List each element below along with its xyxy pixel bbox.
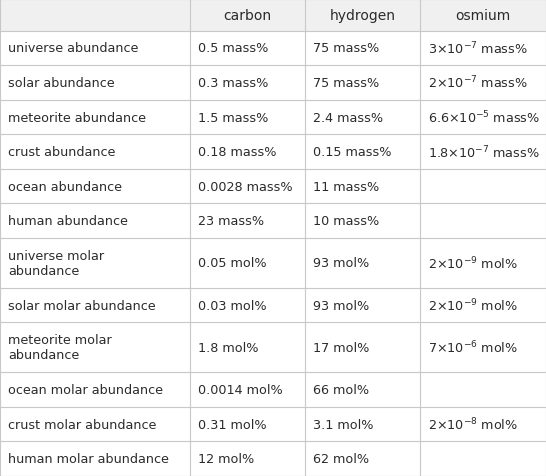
Text: human abundance: human abundance <box>8 215 128 228</box>
Text: 62 mol%: 62 mol% <box>313 452 369 465</box>
Text: 23 mass%: 23 mass% <box>198 215 264 228</box>
Text: 0.3 mass%: 0.3 mass% <box>198 77 269 90</box>
Text: 12 mol%: 12 mol% <box>198 452 254 465</box>
Text: universe molar
abundance: universe molar abundance <box>8 249 104 278</box>
Text: 1.5 mass%: 1.5 mass% <box>198 111 269 124</box>
Text: 3×10$^{-7}$ mass%: 3×10$^{-7}$ mass% <box>428 40 528 57</box>
Text: human molar abundance: human molar abundance <box>8 452 169 465</box>
Text: solar abundance: solar abundance <box>8 77 115 90</box>
Text: 0.18 mass%: 0.18 mass% <box>198 146 276 159</box>
Text: meteorite molar
abundance: meteorite molar abundance <box>8 334 112 362</box>
Text: 11 mass%: 11 mass% <box>313 180 379 193</box>
Text: 3.1 mol%: 3.1 mol% <box>313 418 373 431</box>
Text: 93 mol%: 93 mol% <box>313 257 369 270</box>
Text: solar molar abundance: solar molar abundance <box>8 299 156 312</box>
Text: 0.0028 mass%: 0.0028 mass% <box>198 180 293 193</box>
Bar <box>0 0 546 31</box>
Text: 6.6×10$^{-5}$ mass%: 6.6×10$^{-5}$ mass% <box>428 109 540 126</box>
Text: ocean molar abundance: ocean molar abundance <box>8 383 163 397</box>
Text: universe abundance: universe abundance <box>8 42 138 55</box>
Text: 17 mol%: 17 mol% <box>313 341 370 354</box>
Text: 10 mass%: 10 mass% <box>313 215 379 228</box>
Text: crust abundance: crust abundance <box>8 146 115 159</box>
Text: 0.0014 mol%: 0.0014 mol% <box>198 383 283 397</box>
Text: 75 mass%: 75 mass% <box>313 77 379 90</box>
Text: 93 mol%: 93 mol% <box>313 299 369 312</box>
Text: 2.4 mass%: 2.4 mass% <box>313 111 383 124</box>
Text: ocean abundance: ocean abundance <box>8 180 122 193</box>
Text: 0.05 mol%: 0.05 mol% <box>198 257 266 270</box>
Text: crust molar abundance: crust molar abundance <box>8 418 156 431</box>
Text: 2×10$^{-9}$ mol%: 2×10$^{-9}$ mol% <box>428 297 518 314</box>
Text: 75 mass%: 75 mass% <box>313 42 379 55</box>
Text: osmium: osmium <box>455 9 511 23</box>
Text: carbon: carbon <box>223 9 271 23</box>
Text: 0.5 mass%: 0.5 mass% <box>198 42 269 55</box>
Text: 1.8 mol%: 1.8 mol% <box>198 341 258 354</box>
Text: 2×10$^{-9}$ mol%: 2×10$^{-9}$ mol% <box>428 255 518 272</box>
Text: 1.8×10$^{-7}$ mass%: 1.8×10$^{-7}$ mass% <box>428 144 539 160</box>
Text: 7×10$^{-6}$ mol%: 7×10$^{-6}$ mol% <box>428 339 518 356</box>
Text: 66 mol%: 66 mol% <box>313 383 369 397</box>
Text: 0.31 mol%: 0.31 mol% <box>198 418 266 431</box>
Text: hydrogen: hydrogen <box>329 9 395 23</box>
Text: 0.15 mass%: 0.15 mass% <box>313 146 391 159</box>
Text: meteorite abundance: meteorite abundance <box>8 111 146 124</box>
Text: 0.03 mol%: 0.03 mol% <box>198 299 266 312</box>
Text: 2×10$^{-8}$ mol%: 2×10$^{-8}$ mol% <box>428 416 518 433</box>
Text: 2×10$^{-7}$ mass%: 2×10$^{-7}$ mass% <box>428 75 528 91</box>
